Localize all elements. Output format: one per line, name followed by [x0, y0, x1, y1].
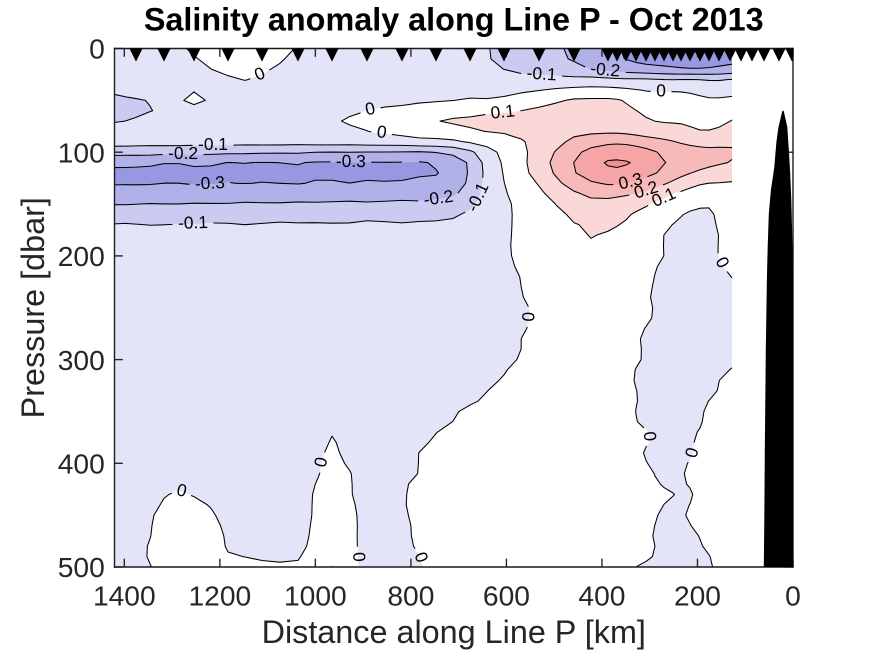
svg-text:600: 600 [483, 579, 530, 611]
svg-text:0.1: 0.1 [490, 100, 516, 122]
svg-text:-0.1: -0.1 [198, 134, 228, 154]
svg-text:800: 800 [387, 579, 434, 611]
svg-text:1000: 1000 [284, 579, 347, 611]
svg-text:0: 0 [656, 80, 666, 100]
svg-text:-0.2: -0.2 [422, 186, 454, 210]
svg-text:0: 0 [640, 431, 661, 442]
svg-text:0: 0 [518, 311, 538, 322]
svg-text:-0.3: -0.3 [194, 172, 225, 194]
svg-text:500: 500 [58, 551, 105, 583]
svg-text:0: 0 [363, 98, 377, 120]
svg-text:0: 0 [785, 579, 801, 611]
svg-text:-0.2: -0.2 [589, 58, 621, 81]
svg-text:1400: 1400 [93, 579, 156, 611]
svg-text:0: 0 [89, 33, 105, 65]
svg-text:400: 400 [578, 579, 625, 611]
svg-text:200: 200 [58, 240, 105, 272]
svg-text:-0.2: -0.2 [168, 143, 198, 163]
svg-text:Distance along Line P [km]: Distance along Line P [km] [262, 614, 646, 650]
svg-text:0: 0 [310, 455, 332, 469]
svg-text:-0.1: -0.1 [178, 212, 209, 233]
svg-text:Salinity anomaly along Line P: Salinity anomaly along Line P - Oct 2013 [144, 1, 764, 37]
svg-text:0: 0 [681, 445, 703, 459]
svg-text:300: 300 [58, 344, 105, 376]
svg-text:0: 0 [175, 479, 189, 501]
svg-text:200: 200 [674, 579, 721, 611]
svg-text:400: 400 [58, 448, 105, 480]
svg-text:-0.1: -0.1 [526, 63, 557, 85]
svg-text:-0.3: -0.3 [336, 151, 366, 171]
svg-text:100: 100 [58, 136, 105, 168]
svg-text:Pressure [dbar]: Pressure [dbar] [15, 197, 51, 418]
svg-text:0: 0 [376, 121, 388, 142]
svg-text:0: 0 [349, 551, 370, 562]
svg-text:1200: 1200 [188, 579, 251, 611]
